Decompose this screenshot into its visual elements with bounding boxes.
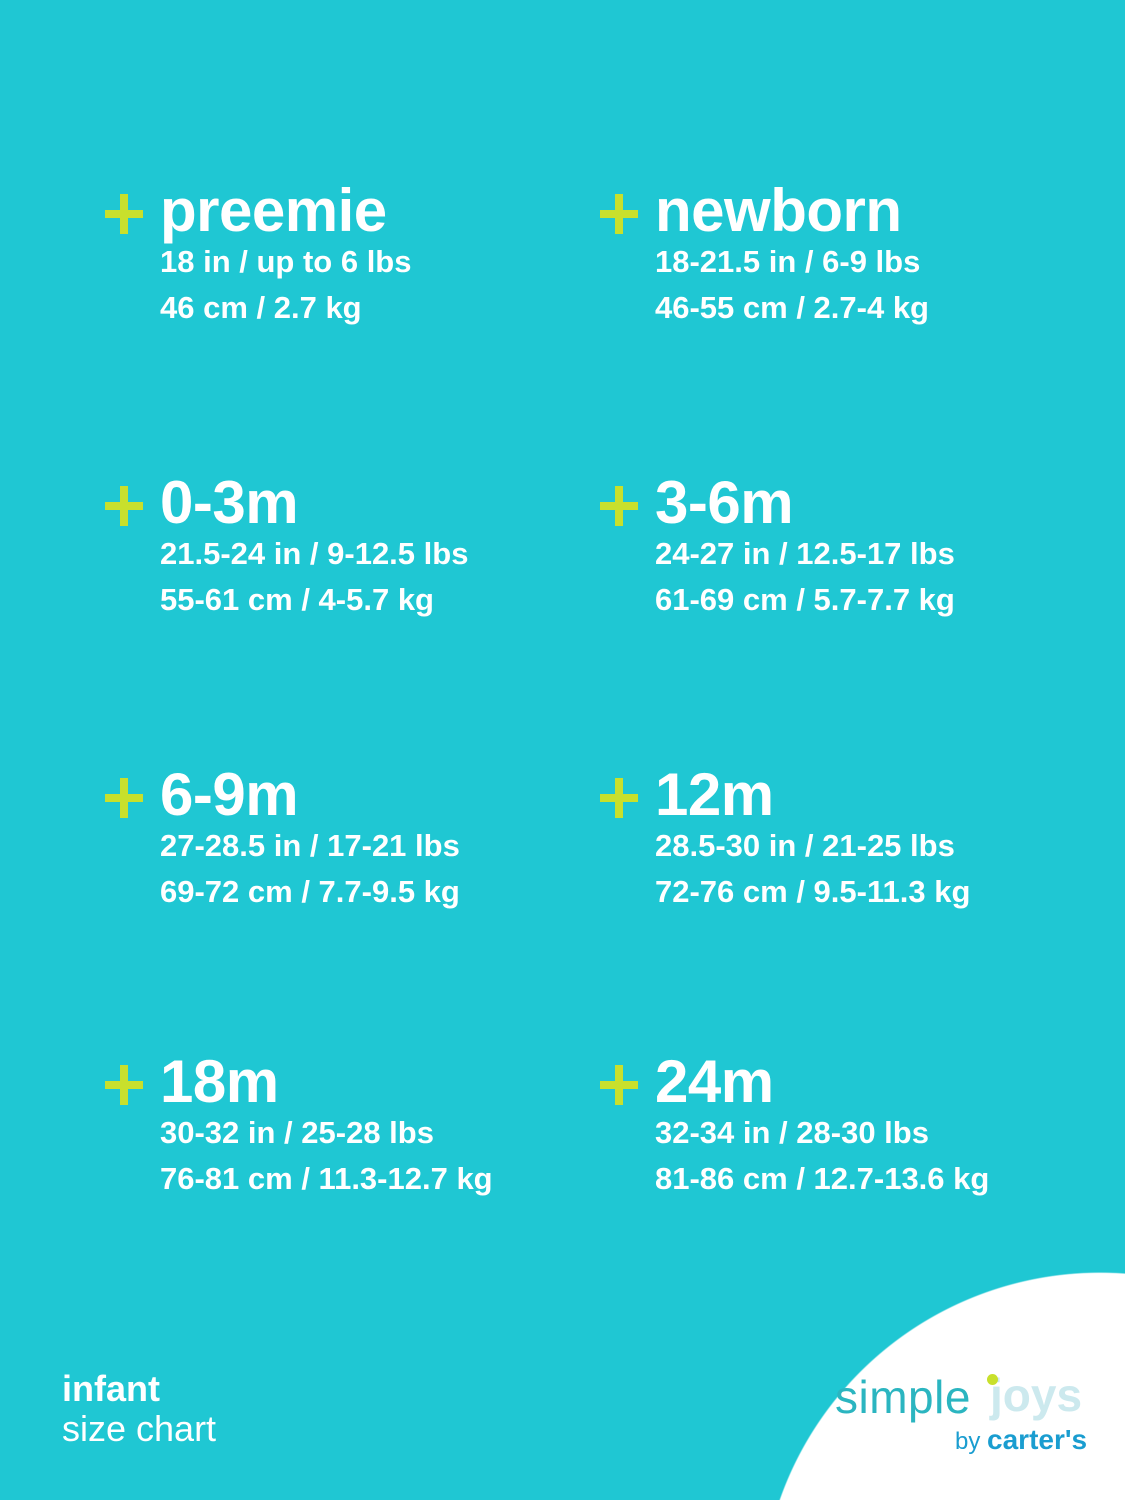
size-metric: 76-81 cm / 11.3-12.7 kg	[160, 1161, 493, 1196]
size-imperial: 18 in / up to 6 lbs	[160, 244, 412, 279]
plus-icon	[105, 194, 145, 234]
size-imperial: 32-34 in / 28-30 lbs	[655, 1115, 929, 1150]
size-title: 18m	[160, 1048, 279, 1115]
size-imperial: 30-32 in / 25-28 lbs	[160, 1115, 434, 1150]
plus-icon	[105, 778, 145, 818]
logo-simple: simple	[835, 1371, 971, 1423]
size-title: 12m	[655, 761, 774, 828]
logo-joys: joys	[990, 1369, 1083, 1421]
size-metric: 46-55 cm / 2.7-4 kg	[655, 290, 929, 325]
size-metric: 55-61 cm / 4-5.7 kg	[160, 582, 434, 617]
size-title: 6-9m	[160, 761, 299, 828]
size-metric: 69-72 cm / 7.7-9.5 kg	[160, 874, 460, 909]
caption-size-chart: size chart	[62, 1408, 217, 1449]
size-imperial: 27-28.5 in / 17-21 lbs	[160, 828, 460, 863]
plus-icon	[600, 194, 640, 234]
size-imperial: 21.5-24 in / 9-12.5 lbs	[160, 536, 469, 571]
chart-caption: infant size chart	[62, 1368, 216, 1450]
simple-joys-logo: simple joys by carter's	[835, 1369, 1095, 1470]
size-imperial: 28.5-30 in / 21-25 lbs	[655, 828, 955, 863]
logo-brand: carter's	[987, 1424, 1088, 1455]
size-imperial: 18-21.5 in / 6-9 lbs	[655, 244, 921, 279]
plus-icon	[105, 486, 145, 526]
size-metric: 72-76 cm / 9.5-11.3 kg	[655, 874, 971, 909]
size-metric: 46 cm / 2.7 kg	[160, 290, 362, 325]
size-title: newborn	[655, 177, 902, 244]
size-title: preemie	[160, 177, 387, 244]
caption-infant: infant	[62, 1368, 160, 1409]
plus-icon	[600, 778, 640, 818]
logo-circle	[760, 1272, 1125, 1500]
plus-icon	[600, 1065, 640, 1105]
size-title: 24m	[655, 1048, 774, 1115]
size-title: 0-3m	[160, 469, 299, 536]
size-metric: 61-69 cm / 5.7-7.7 kg	[655, 582, 955, 617]
logo-by-carters: by carter's	[955, 1424, 1087, 1456]
size-imperial: 24-27 in / 12.5-17 lbs	[655, 536, 955, 571]
logo-dot-icon	[987, 1374, 998, 1385]
size-metric: 81-86 cm / 12.7-13.6 kg	[655, 1161, 990, 1196]
logo-by: by	[955, 1428, 981, 1455]
plus-icon	[600, 486, 640, 526]
size-title: 3-6m	[655, 469, 794, 536]
plus-icon	[105, 1065, 145, 1105]
